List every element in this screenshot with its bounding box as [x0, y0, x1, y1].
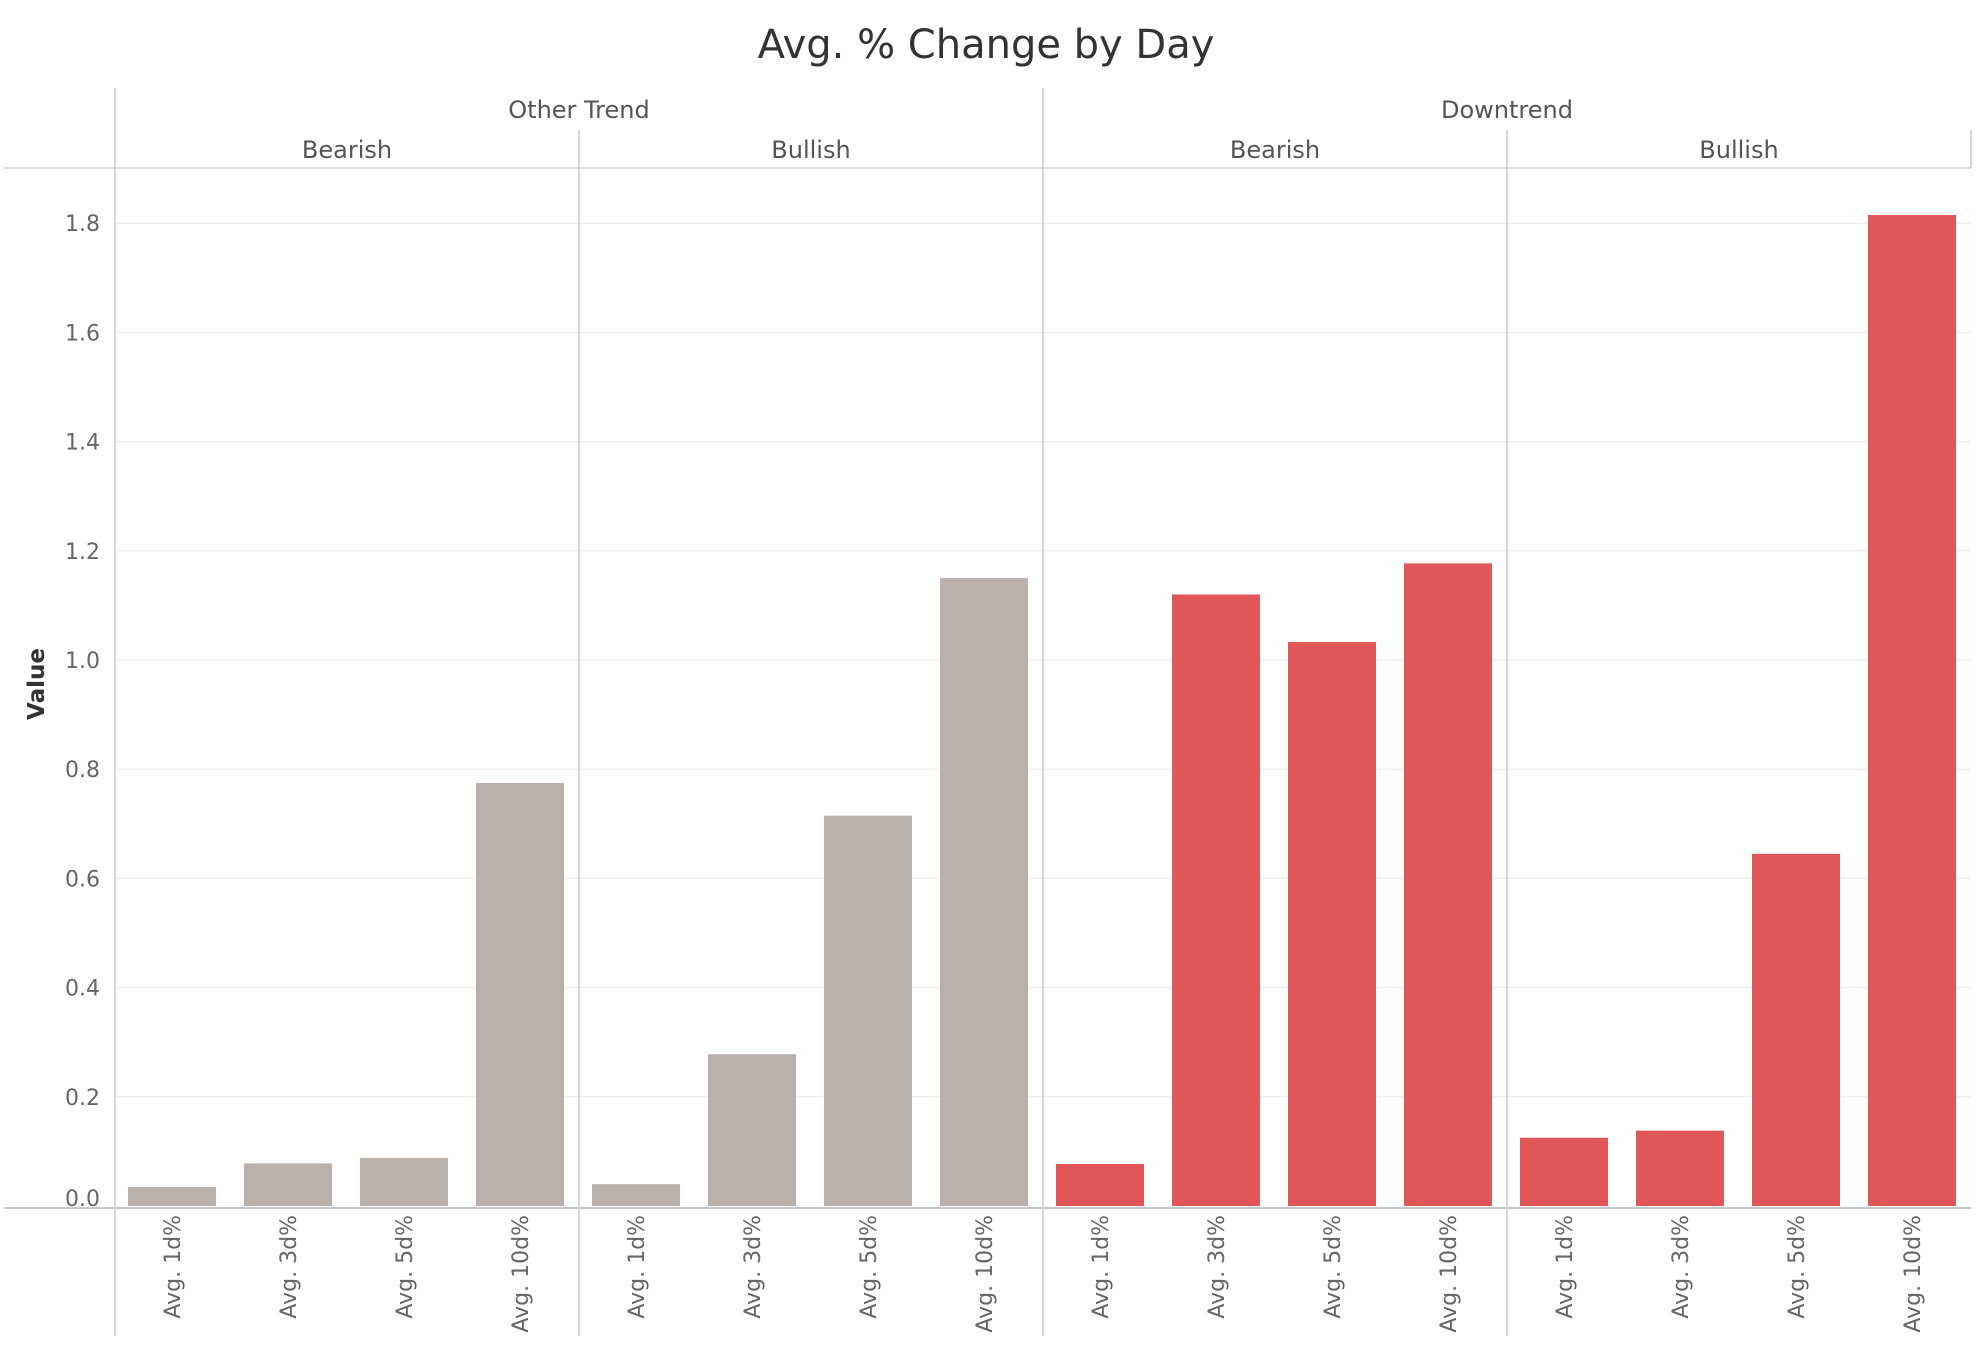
group-header: Downtrend [1441, 96, 1573, 124]
bar [1056, 1163, 1144, 1206]
group-header: Other Trend [508, 96, 649, 124]
bar [1868, 215, 1956, 1206]
y-tick-label: 1.0 [65, 649, 100, 674]
x-category-label: Avg. 5d% [1321, 1215, 1346, 1319]
y-axis-title: Value [24, 648, 50, 720]
x-category-label: Avg. 1d% [1089, 1215, 1114, 1319]
x-category-label: Avg. 3d% [1205, 1215, 1230, 1319]
bar [824, 815, 912, 1206]
x-category-label: Avg. 1d% [1553, 1215, 1578, 1319]
x-category-label: Avg. 3d% [741, 1215, 766, 1319]
bar [592, 1184, 680, 1206]
x-category-label: Avg. 5d% [1785, 1215, 1810, 1319]
x-category-label: Avg. 1d% [625, 1215, 650, 1319]
x-category-label: Avg. 5d% [857, 1215, 882, 1319]
x-category-label: Avg. 10d% [973, 1215, 998, 1333]
y-tick-label: 1.4 [65, 431, 100, 456]
panel-frame [4, 88, 1972, 1336]
y-tick-label: 0.0 [65, 1187, 100, 1212]
x-category-label: Avg. 3d% [277, 1215, 302, 1319]
bar [708, 1054, 796, 1206]
bar [1520, 1137, 1608, 1206]
x-category-label: Avg. 5d% [393, 1215, 418, 1319]
subgroup-header: Bullish [771, 136, 850, 164]
y-axis-ticks: 0.0 0.2 0.4 0.6 0.8 1.0 1.2 1.4 1.6 1.8 [65, 212, 100, 1212]
subgroup-header: Bearish [1230, 136, 1320, 164]
bar [1288, 641, 1376, 1206]
bar [128, 1186, 216, 1206]
bar [360, 1157, 448, 1206]
x-category-label: Avg. 10d% [1901, 1215, 1926, 1333]
y-tick-label: 0.4 [65, 977, 100, 1002]
y-tick-label: 0.6 [65, 867, 100, 892]
x-category-label: Avg. 1d% [161, 1215, 186, 1319]
subgroup-header: Bullish [1699, 136, 1778, 164]
bar [1752, 853, 1840, 1206]
x-category-label: Avg. 10d% [509, 1215, 534, 1333]
bars [128, 215, 1956, 1206]
panel-headers: Other Trend Bearish Bullish Downtrend Bearis… [302, 96, 1779, 164]
x-category-label: Avg. 3d% [1669, 1215, 1694, 1319]
bar [1404, 563, 1492, 1206]
bar [1636, 1130, 1724, 1206]
bar [940, 578, 1028, 1206]
x-category-label: Avg. 10d% [1437, 1215, 1462, 1333]
chart-title: Avg. % Change by Day [758, 22, 1215, 68]
bar [476, 782, 564, 1206]
y-tick-label: 1.6 [65, 321, 100, 346]
y-tick-label: 1.2 [65, 540, 100, 565]
bar [1172, 594, 1260, 1206]
y-tick-label: 0.2 [65, 1086, 100, 1111]
bar [244, 1163, 332, 1206]
y-tick-label: 1.8 [65, 212, 100, 237]
y-tick-label: 0.8 [65, 758, 100, 783]
x-axis-categories: Avg. 1d% Avg. 3d% Avg. 5d% Avg. 10d% Avg. 1d… [161, 1215, 1926, 1333]
subgroup-header: Bearish [302, 136, 392, 164]
